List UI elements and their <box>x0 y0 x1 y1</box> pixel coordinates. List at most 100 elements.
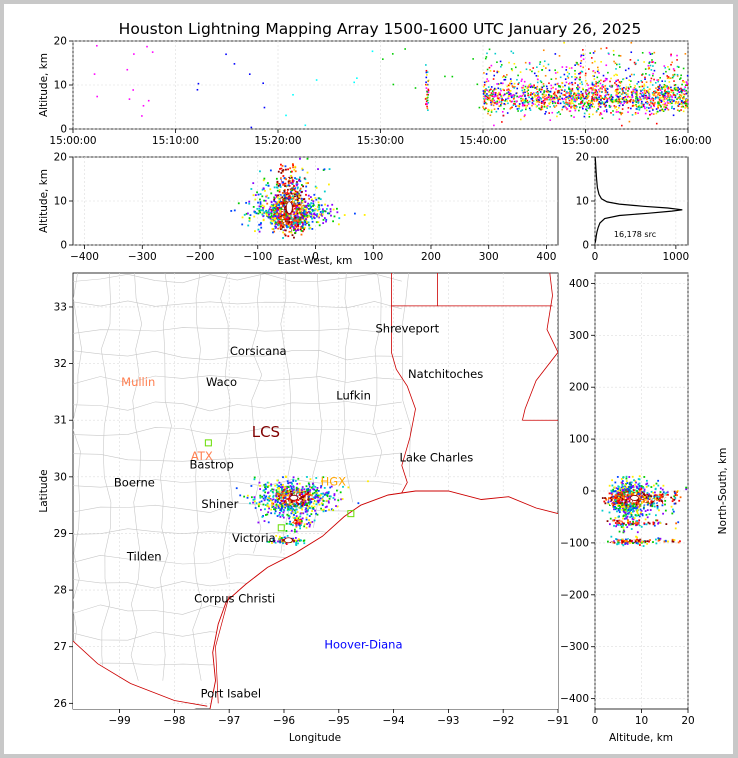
ew-source-point <box>292 189 295 192</box>
ew-source-point <box>290 175 293 177</box>
time-source-point <box>633 73 635 76</box>
ew-source-point <box>293 209 296 212</box>
time-source-point <box>647 117 649 120</box>
ew-source-point <box>301 219 304 222</box>
ew-source-point <box>256 191 258 194</box>
ew-source-point <box>290 199 292 202</box>
time-source-point <box>540 98 542 100</box>
map-source-point <box>289 504 292 507</box>
time-source-point <box>574 107 577 110</box>
map-source-point <box>289 489 292 492</box>
time-source-point <box>647 64 650 67</box>
time-source-point <box>682 81 685 83</box>
time-source-point <box>578 94 581 97</box>
time-source-point <box>492 101 494 104</box>
time-source-point <box>604 89 607 92</box>
time-source-point <box>561 108 563 111</box>
time-source-point <box>599 112 602 114</box>
time-source-point <box>680 90 682 93</box>
ew-source-point <box>324 210 327 213</box>
ew-panel-grid <box>73 156 558 246</box>
ew-source-point <box>317 204 320 206</box>
map-source-point <box>311 486 314 488</box>
ew-source-point <box>254 230 256 233</box>
time-source-point <box>528 107 531 110</box>
time-source-point <box>532 67 535 69</box>
time-source-point <box>610 112 612 114</box>
time-source-point <box>674 102 677 105</box>
time-source-point <box>615 105 617 108</box>
ew-source-point <box>275 210 278 213</box>
time-source-point <box>566 71 569 74</box>
map-source-point <box>269 489 272 492</box>
ew-source-point <box>282 169 285 171</box>
ew-source-point <box>279 179 281 182</box>
time-source-point <box>596 93 599 95</box>
time-source-point <box>537 94 539 97</box>
ew-source-point <box>259 223 262 226</box>
time-source-point <box>629 85 632 88</box>
time-source-point <box>511 106 513 109</box>
ew-source-point <box>277 205 279 208</box>
time-source-point <box>196 88 199 91</box>
time-source-point <box>606 88 609 90</box>
map-source-point <box>330 508 333 511</box>
time-source-point <box>538 88 541 90</box>
time-source-point <box>679 77 682 79</box>
time-source-point <box>675 100 677 103</box>
ew-source-point <box>276 196 279 199</box>
time-source-point <box>593 83 595 86</box>
time-source-point <box>657 92 659 94</box>
time-source-point <box>685 84 687 86</box>
time-source-point <box>680 100 683 102</box>
time-source-point <box>544 101 546 104</box>
map-source-point <box>317 494 319 497</box>
time-source-point <box>592 70 595 72</box>
map-source-point <box>274 499 277 502</box>
map-source-point <box>263 499 266 502</box>
time-source-point <box>613 60 615 63</box>
ew-source-point <box>292 195 294 198</box>
time-source-point <box>546 98 549 101</box>
ew-source-point <box>285 219 288 222</box>
time-source-point <box>509 93 512 95</box>
time-source-point <box>670 95 673 97</box>
ew-source-point <box>292 199 295 201</box>
time-source-point <box>487 97 490 100</box>
time-source-point <box>678 103 681 106</box>
time-source-point <box>513 94 516 97</box>
time-source-point <box>632 100 635 102</box>
time-source-point <box>483 84 486 86</box>
time-source-point <box>656 79 659 81</box>
map-source-point <box>309 486 312 489</box>
ew-source-point <box>295 219 297 222</box>
time-source-point <box>655 91 657 94</box>
time-source-point <box>511 85 514 87</box>
ew-source-point <box>280 199 283 201</box>
time-source-point <box>682 93 685 96</box>
ew-source-point <box>291 222 294 225</box>
time-source-point <box>652 74 654 77</box>
time-source-point <box>146 45 148 48</box>
ew-source-point <box>291 179 294 182</box>
time-source-point <box>572 96 574 99</box>
time-source-point <box>601 84 604 86</box>
x-tick-label: 200 <box>421 251 441 263</box>
ew-source-point <box>269 188 272 191</box>
ew-source-point <box>283 220 285 222</box>
time-source-point <box>426 107 429 110</box>
time-source-point <box>580 93 583 96</box>
map-source-point <box>290 486 293 488</box>
time-source-point <box>424 98 427 100</box>
time-source-point <box>615 79 618 82</box>
ew-source-point <box>311 220 314 223</box>
time-source-point <box>494 52 497 55</box>
map-source-point <box>313 491 316 494</box>
time-source-point <box>586 89 589 91</box>
time-source-point <box>600 79 602 82</box>
ew-source-point <box>259 170 261 173</box>
time-source-point <box>667 86 670 89</box>
time-source-point <box>634 88 637 90</box>
time-source-point <box>651 102 654 105</box>
time-source-point <box>565 101 568 104</box>
